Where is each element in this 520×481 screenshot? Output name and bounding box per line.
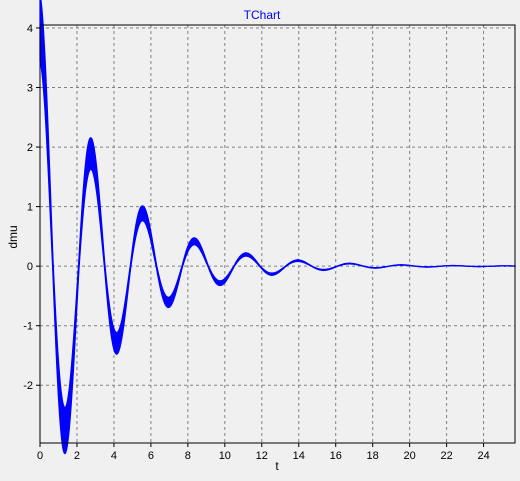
y-tick-label-2: 2 — [27, 142, 33, 154]
y-axis-title: dmu — [6, 225, 20, 248]
data-point-1 — [63, 432, 65, 434]
x-tick-label-4: 4 — [111, 450, 117, 462]
x-tick-label-2: 2 — [74, 450, 80, 462]
y-tick-label--2: -2 — [23, 380, 33, 392]
data-point-15 — [426, 265, 429, 268]
series-line — [39, 27, 516, 432]
x-tick-label-10: 10 — [219, 450, 231, 462]
y-tick-label--1: -1 — [23, 321, 33, 333]
data-point-5 — [167, 301, 170, 303]
data-point-6 — [193, 238, 196, 241]
y-tick-label-1: 1 — [27, 202, 33, 214]
x-tick-label-12: 12 — [256, 450, 268, 462]
data-point-4 — [141, 208, 144, 211]
data-point-16 — [452, 264, 454, 267]
data-point-12 — [348, 262, 351, 264]
x-tick-label-24: 24 — [477, 450, 489, 462]
data-point-2 — [89, 149, 91, 151]
plot-background — [40, 25, 515, 443]
x-tick-label-14: 14 — [293, 450, 305, 462]
y-tick-label-0: 0 — [27, 261, 33, 273]
x-tick-label-20: 20 — [404, 450, 416, 462]
x-axis-title: t — [275, 459, 279, 473]
data-point-7 — [219, 284, 222, 287]
plot-frame — [39, 24, 516, 444]
data-point-14 — [400, 264, 403, 266]
x-tick-label-0: 0 — [37, 450, 43, 462]
chart-title: TChart — [244, 8, 281, 22]
x-tick-label-16: 16 — [330, 450, 342, 462]
data-point-3 — [114, 345, 117, 348]
y-tick-label-4: 4 — [27, 23, 33, 35]
data-point-18 — [504, 265, 506, 267]
data-point-17 — [478, 265, 480, 267]
data-point-8 — [245, 252, 247, 254]
data-point-10 — [297, 258, 299, 261]
x-tick-label-18: 18 — [367, 450, 379, 462]
x-tick-label-22: 22 — [440, 450, 452, 462]
y-tick-label-3: 3 — [27, 83, 33, 95]
data-point-13 — [374, 267, 377, 269]
data-point-9 — [271, 274, 273, 276]
x-tick-label-6: 6 — [148, 450, 154, 462]
x-tick-label-8: 8 — [185, 450, 191, 462]
data-point-11 — [322, 269, 325, 272]
